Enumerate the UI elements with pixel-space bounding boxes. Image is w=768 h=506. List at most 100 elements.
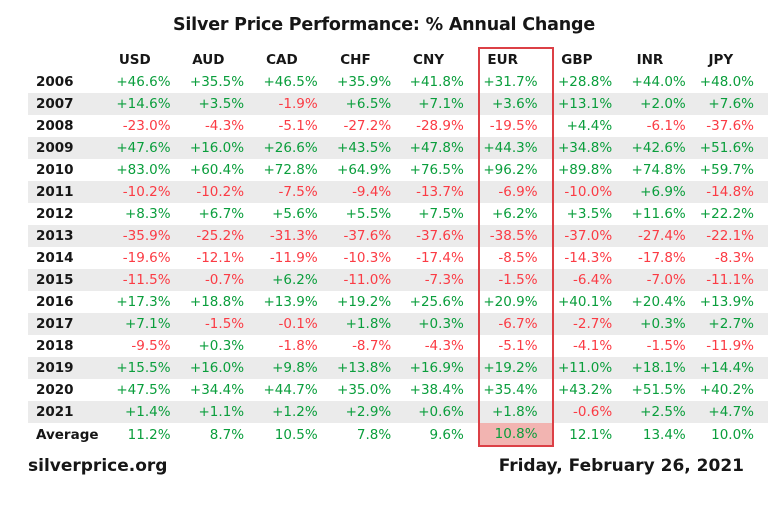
value-cell: +1.8% (331, 313, 406, 335)
value-cell: +16.0% (184, 357, 259, 379)
value-cell: +19.2% (477, 357, 554, 379)
value-cell: +11.6% (631, 206, 686, 222)
value-cell: -1.5% (646, 338, 686, 354)
table-row: 2015 -11.5% -0.7% +6.2% -11.0% -7.3% -1.5% -6.4… (28, 269, 768, 291)
column-header-gbp: GBP (561, 51, 593, 68)
value-cell: -19.5% (477, 115, 554, 137)
year-label: 2006 (36, 74, 74, 90)
value-cell: +34.4% (189, 382, 245, 398)
value-cell: +60.4% (189, 162, 245, 178)
value-cell: +7.1% (405, 93, 479, 115)
value-cell: -8.3% (714, 250, 754, 266)
table-row: 2019 +15.5% +16.0% +9.8% +13.8% +16.9% +19.2% +… (28, 357, 768, 379)
value-cell: -11.1% (699, 269, 768, 291)
value-cell: -27.2% (343, 118, 392, 134)
value-cell: -1.5% (477, 269, 554, 291)
value-cell: -11.5% (110, 269, 185, 291)
table-row: 2007 +14.6% +3.5% -1.9% +6.5% +7.1% +3.6% +13.1… (28, 93, 768, 115)
value-cell: +96.2% (477, 159, 554, 181)
value-cell: -9.5% (131, 338, 171, 354)
table-row: 2010 +83.0% +60.4% +72.8% +64.9% +76.5% +96.2%… (28, 159, 768, 181)
value-cell: +18.1% (626, 357, 700, 379)
value-cell: -8.7% (352, 338, 392, 354)
value-cell: +2.9% (331, 401, 406, 423)
value-cell: -11.0% (331, 269, 406, 291)
value-cell: 9.6% (429, 426, 464, 443)
value-cell: -28.9% (416, 118, 464, 134)
value-cell: +6.2% (477, 203, 554, 225)
value-cell: 11.2% (127, 426, 171, 443)
value-cell: +64.9% (337, 162, 392, 178)
value-cell: +35.4% (477, 379, 554, 401)
value-cell: -4.3% (424, 338, 464, 354)
value-cell: +18.8% (189, 294, 245, 310)
source-label: silverprice.org (28, 456, 168, 476)
year-label: Average (36, 426, 99, 443)
value-cell: -17.4% (416, 250, 464, 266)
value-cell: +3.5% (184, 93, 259, 115)
value-cell: +14.4% (699, 357, 768, 379)
value-cell: +16.9% (405, 357, 479, 379)
value-cell: +3.5% (566, 206, 613, 222)
value-cell: +76.5% (409, 162, 464, 178)
value-cell: +83.0% (116, 162, 171, 178)
annual-change-table: USD AUD CAD CHF CNY EUR GBP INR JPY 2006 +46.6% +3… (28, 47, 768, 447)
value-cell: +43.5% (331, 137, 406, 159)
value-cell: +22.2% (699, 206, 754, 222)
value-cell: +25.6% (409, 294, 464, 310)
value-cell: -37.6% (331, 225, 406, 247)
value-cell: +11.0% (552, 357, 627, 379)
value-cell: +59.7% (699, 162, 754, 178)
value-cell: +4.4% (566, 118, 613, 134)
table-row: 2011 -10.2% -10.2% -7.5% -9.4% -13.7% -6.9% -10… (28, 181, 768, 203)
value-cell: -6.7% (477, 313, 554, 335)
value-cell: +3.6% (477, 93, 554, 115)
value-cell: +6.7% (198, 206, 245, 222)
value-cell: -5.1% (278, 118, 318, 134)
value-cell: -1.8% (278, 338, 318, 354)
value-cell: +13.9% (699, 294, 754, 310)
value-cell: -10.2% (184, 181, 259, 203)
column-header-cad: CAD (266, 51, 298, 68)
value-cell: +16.0% (184, 137, 259, 159)
value-cell: +46.6% (116, 74, 171, 90)
table-row: 2012 +8.3% +6.7% +5.6% +5.5% +7.5% +6.2% +3.5% +… (28, 203, 768, 225)
column-header-usd: USD (118, 51, 151, 68)
value-cell: -35.9% (110, 225, 185, 247)
value-cell: +35.9% (337, 74, 392, 90)
value-cell: +48.0% (699, 74, 754, 90)
value-cell: -11.9% (269, 250, 318, 266)
value-cell: +47.5% (116, 382, 171, 398)
value-cell: +28.8% (557, 74, 613, 90)
value-cell: +19.2% (337, 294, 392, 310)
value-cell: -10.2% (110, 181, 185, 203)
value-cell: +44.0% (631, 74, 686, 90)
value-cell: +6.5% (331, 93, 406, 115)
value-cell: -4.3% (204, 118, 245, 134)
value-cell: -17.8% (637, 250, 686, 266)
value-cell: +2.0% (626, 93, 700, 115)
silver-price-infographic: Silver Price Performance: % Annual Chang… (0, 15, 768, 506)
value-cell: 7.8% (356, 426, 392, 443)
value-cell: +13.9% (263, 294, 318, 310)
value-cell: 10.5% (274, 426, 318, 443)
value-cell: -10.3% (343, 250, 392, 266)
value-cell: -0.6% (552, 401, 627, 423)
value-cell: +26.6% (258, 137, 332, 159)
value-cell: -13.7% (405, 181, 479, 203)
value-cell: -37.6% (706, 118, 754, 134)
value-cell: +4.7% (699, 401, 768, 423)
value-cell: -7.3% (405, 269, 479, 291)
value-cell: -38.5% (477, 225, 554, 247)
value-cell: -11.9% (706, 338, 754, 354)
value-cell: 10.0% (711, 426, 754, 443)
value-cell: -7.0% (626, 269, 700, 291)
value-cell: +5.6% (272, 206, 318, 222)
value-cell: +42.6% (626, 137, 700, 159)
value-cell: -9.4% (331, 181, 406, 203)
value-cell: +17.3% (116, 294, 171, 310)
year-label: 2013 (28, 225, 111, 247)
value-cell: +14.6% (110, 93, 185, 115)
value-cell: +44.3% (477, 137, 554, 159)
value-cell: +5.5% (345, 206, 392, 222)
